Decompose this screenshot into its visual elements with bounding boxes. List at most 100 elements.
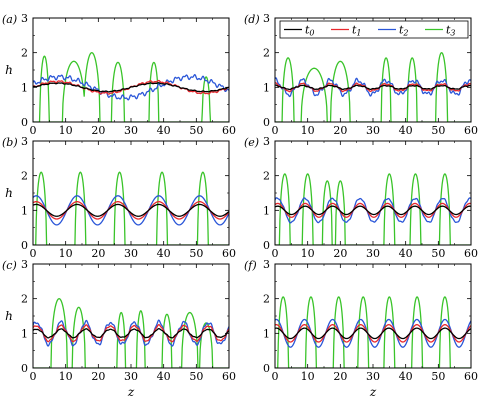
series-line-t0: [33, 327, 229, 339]
series-line-t2: [33, 319, 229, 347]
legend-label-t2: t2: [399, 24, 409, 38]
x-axis-title: z: [369, 385, 377, 399]
series-line-t3: [33, 298, 229, 368]
series-line-t0: [33, 82, 229, 93]
x-tick-label: 50: [431, 370, 445, 383]
series-line-t0: [33, 203, 229, 217]
y-tick-label: 0: [263, 116, 270, 129]
series-group: [275, 173, 471, 245]
x-axis-title: z: [127, 385, 135, 399]
panel-d: 0 10 20 30 40 50 60 0 1 2 3(d) t0 t1 t2 t3: [244, 12, 478, 137]
y-tick-label: 0: [263, 239, 270, 252]
x-tick-label: 40: [157, 124, 171, 137]
y-axis-title: h: [5, 63, 13, 77]
legend-label-t0: t0: [305, 24, 315, 38]
x-tick-label: 30: [366, 247, 380, 260]
x-tick-label: 40: [399, 124, 413, 137]
x-tick-label: 10: [59, 247, 73, 260]
series-group: [33, 52, 229, 122]
x-tick-label: 40: [399, 370, 413, 383]
x-tick-label: 50: [189, 124, 203, 137]
x-tick-label: 50: [431, 247, 445, 260]
x-tick-label: 10: [301, 124, 315, 137]
series-line-t2: [275, 318, 471, 348]
y-tick-label: 2: [21, 170, 28, 183]
x-tick-label: 40: [157, 370, 171, 383]
x-tick-label: 50: [431, 124, 445, 137]
x-tick-label: 20: [333, 124, 347, 137]
y-tick-label: 0: [21, 116, 28, 129]
legend-label-t1: t1: [352, 24, 362, 38]
panel-label: (e): [244, 136, 259, 149]
y-tick-label: 0: [21, 239, 28, 252]
x-tick-label: 0: [272, 247, 279, 260]
legend: t0 t1 t2 t3: [279, 20, 469, 39]
panel-b: 0 10 20 30 40 50 60 0 1 2 3(b) h: [2, 135, 236, 260]
y-tick-label: 1: [263, 327, 270, 340]
x-tick-label: 10: [301, 370, 315, 383]
x-tick-label: 20: [333, 370, 347, 383]
x-tick-label: 30: [366, 124, 380, 137]
series-group: [275, 296, 471, 368]
x-tick-label: 30: [124, 247, 138, 260]
panel-label: (a): [2, 13, 17, 26]
legend-box: [279, 20, 469, 39]
series-line-t1: [275, 202, 471, 218]
panel-f: 0 10 20 30 40 50 60 0 1 2 3 (f) z: [244, 258, 478, 399]
x-tick-label: 50: [189, 247, 203, 260]
x-tick-label: 60: [222, 247, 236, 260]
x-tick-label: 60: [222, 124, 236, 137]
y-axis-title: h: [5, 186, 13, 200]
panel-label: (c): [2, 259, 17, 272]
series-line-t3: [275, 296, 471, 368]
series-line-t0: [275, 84, 471, 91]
y-tick-label: 3: [21, 12, 28, 25]
y-tick-label: 3: [263, 258, 270, 271]
x-tick-label: 0: [30, 247, 37, 260]
y-tick-label: 1: [21, 204, 28, 217]
series-line-t2: [275, 197, 471, 224]
x-tick-label: 60: [464, 247, 478, 260]
x-tick-label: 30: [124, 124, 138, 137]
x-tick-label: 50: [189, 370, 203, 383]
series-line-t3: [33, 52, 229, 122]
y-axis-title: h: [5, 309, 13, 323]
x-tick-label: 60: [464, 124, 478, 137]
x-tick-label: 0: [272, 370, 279, 383]
x-tick-label: 10: [301, 247, 315, 260]
x-tick-label: 60: [464, 370, 478, 383]
series-line-t2: [33, 73, 229, 101]
panel-a: 0 10 20 30 40 50 60 0 1 2 3 (a) h: [2, 12, 236, 137]
series-line-t0: [275, 205, 471, 216]
y-tick-label: 2: [263, 47, 270, 60]
y-tick-label: 1: [21, 327, 28, 340]
y-tick-label: 2: [263, 293, 270, 306]
x-tick-label: 20: [333, 247, 347, 260]
series-line-t2: [33, 195, 229, 226]
x-tick-label: 60: [222, 370, 236, 383]
y-tick-label: 3: [21, 258, 28, 271]
y-tick-label: 0: [21, 362, 28, 375]
y-tick-label: 1: [263, 81, 270, 94]
y-tick-label: 3: [263, 12, 270, 25]
x-tick-label: 20: [91, 370, 105, 383]
x-tick-label: 40: [399, 247, 413, 260]
x-tick-label: 10: [59, 124, 73, 137]
x-tick-label: 30: [124, 370, 138, 383]
y-tick-label: 1: [21, 81, 28, 94]
x-tick-label: 20: [91, 247, 105, 260]
panel-c: 0 10 20 30 40 50 60 0 1 2 3 (c) h z: [2, 258, 236, 399]
x-tick-label: 40: [157, 247, 171, 260]
panel-label: (b): [2, 136, 18, 149]
x-tick-label: 0: [272, 124, 279, 137]
series-line-t3: [275, 173, 471, 245]
series-line-t1: [275, 324, 471, 343]
series-group: [33, 171, 229, 245]
x-tick-label: 20: [91, 124, 105, 137]
x-tick-label: 0: [30, 124, 37, 137]
x-tick-label: 0: [30, 370, 37, 383]
series-line-t2: [275, 77, 471, 98]
panel-label: (f): [244, 259, 257, 272]
